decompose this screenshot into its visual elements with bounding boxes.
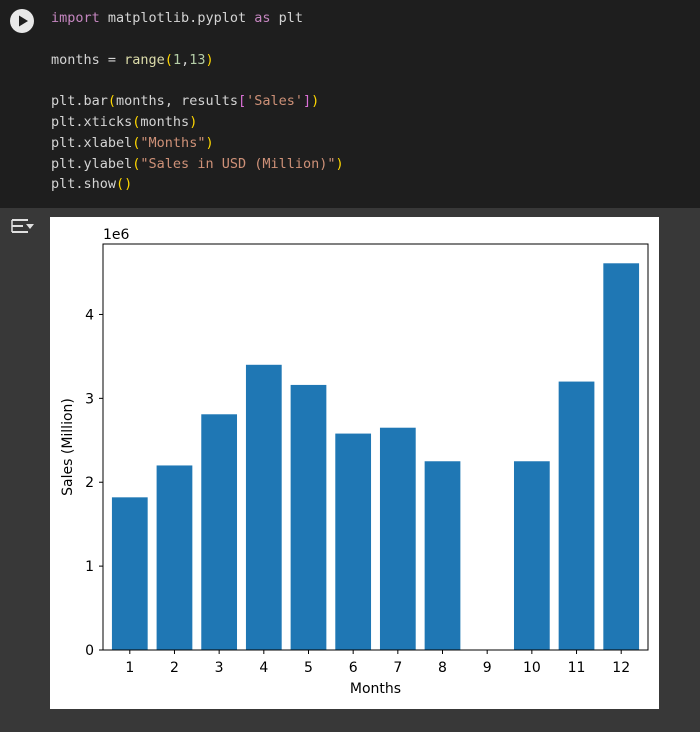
code-editor[interactable]: import matplotlib.pyplot as plt months = … <box>51 8 344 195</box>
code-token: months = <box>51 51 125 68</box>
code-line: import matplotlib.pyplot as plt <box>51 8 344 29</box>
y-tick-label: 2 <box>85 475 94 491</box>
code-token: , <box>181 51 190 68</box>
bar <box>603 263 640 650</box>
code-token: ) <box>205 134 214 151</box>
play-icon <box>19 15 28 27</box>
code-token: "Months" <box>140 134 206 151</box>
bar <box>201 414 238 650</box>
code-line: plt.bar(months, results['Sales']) <box>51 91 344 112</box>
code-token: ( <box>132 113 141 130</box>
code-token: ) <box>189 113 198 130</box>
x-tick-label: 8 <box>438 660 447 676</box>
x-tick-label: 2 <box>170 660 179 676</box>
bar <box>335 433 372 650</box>
bar <box>558 381 595 650</box>
code-token: ( <box>107 93 117 110</box>
bar <box>156 465 193 650</box>
code-token: plt.xticks <box>51 113 133 130</box>
y-scale-label: 1e6 <box>103 227 130 243</box>
code-token: months <box>140 113 190 130</box>
x-tick-label: 6 <box>349 660 358 676</box>
code-token: 1 <box>172 51 182 68</box>
bar <box>111 497 148 650</box>
code-line: plt.show() <box>51 174 344 195</box>
code-token: matplotlib.pyplot <box>99 10 255 26</box>
output-options-button[interactable] <box>10 216 36 238</box>
x-tick-label: 3 <box>215 660 224 676</box>
code-token: plt.bar <box>51 93 108 110</box>
output-options-icon <box>11 219 34 233</box>
x-tick-label: 10 <box>523 660 541 676</box>
code-line: plt.xticks(months) <box>51 112 344 133</box>
code-token: months, results <box>116 93 238 110</box>
code-token: ( <box>132 134 141 151</box>
code-token: [ <box>237 93 247 110</box>
x-tick-label: 5 <box>304 660 313 676</box>
code-token: plt <box>270 10 303 26</box>
code-token: 'Sales' <box>246 93 304 110</box>
x-tick-label: 7 <box>393 660 402 676</box>
bar <box>379 427 416 650</box>
code-line: plt.ylabel("Sales in USD (Million)") <box>51 154 344 175</box>
x-tick-label: 11 <box>568 660 586 676</box>
code-token: 13 <box>189 51 206 68</box>
y-tick-label: 3 <box>85 391 94 407</box>
bar <box>245 364 282 650</box>
x-tick-label: 4 <box>259 660 268 676</box>
code-token: ( <box>164 51 173 68</box>
code-token: range <box>124 51 165 68</box>
x-axis-label: Months <box>350 681 401 697</box>
code-line: months = range(1,13) <box>51 50 344 71</box>
code-token: plt.show <box>51 176 117 193</box>
code-token: as <box>254 10 271 26</box>
code-line <box>51 29 344 50</box>
run-cell-button[interactable] <box>10 9 34 33</box>
code-cell[interactable]: import matplotlib.pyplot as plt months = … <box>0 0 700 208</box>
code-token: ] <box>303 93 312 110</box>
code-token: ) <box>124 176 133 193</box>
y-axis-label: Sales (Million) <box>60 398 76 496</box>
code-token: import <box>51 10 100 26</box>
x-tick-label: 12 <box>612 660 630 676</box>
code-token: ( <box>132 155 141 172</box>
code-token: ) <box>311 93 320 110</box>
output-area: 1 2 3 4 5 6 7 8 9 10 11 12 0 1 2 3 4 1e6 Months Sales (Mill… <box>0 208 700 732</box>
y-tick-label: 0 <box>85 643 94 659</box>
code-token: plt.xlabel <box>51 134 133 151</box>
bar <box>513 461 550 650</box>
code-token: ( <box>116 176 125 193</box>
code-token: plt.ylabel <box>51 155 133 172</box>
code-token: ) <box>205 51 214 68</box>
x-tick-label: 9 <box>483 660 492 676</box>
code-token: "Sales in USD (Million)" <box>140 155 336 172</box>
y-tick-label: 1 <box>85 559 94 575</box>
code-line: plt.xlabel("Months") <box>51 133 344 154</box>
code-token: ) <box>335 155 344 172</box>
plot-frame <box>102 243 649 651</box>
x-tick-label: 1 <box>125 660 134 676</box>
bar <box>290 384 327 650</box>
plot-figure: 1 2 3 4 5 6 7 8 9 10 11 12 0 1 2 3 4 1e6 Months Sales (Mill… <box>50 217 659 709</box>
bar <box>424 461 461 650</box>
y-tick-label: 4 <box>85 307 94 323</box>
code-line <box>51 70 344 91</box>
